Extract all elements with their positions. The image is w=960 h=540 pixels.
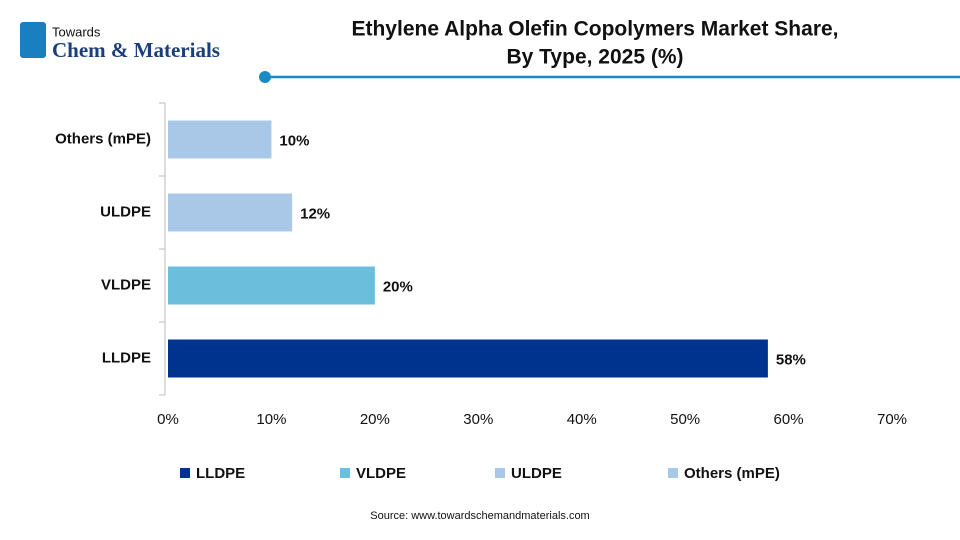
x-tick-label: 50%	[670, 411, 700, 428]
x-tick-label: 20%	[360, 411, 390, 428]
x-tick-label: 70%	[877, 411, 907, 428]
chart-title: Ethylene Alpha Olefin Copolymers Market …	[351, 18, 838, 41]
x-tick-label: 10%	[256, 411, 286, 428]
x-tick-label: 0%	[157, 411, 179, 428]
x-tick-label: 40%	[567, 411, 597, 428]
logo-text: Chem & Materials	[52, 38, 220, 62]
legend-swatch	[340, 468, 350, 478]
legend-swatch	[668, 468, 678, 478]
value-label: 20%	[383, 278, 413, 295]
bar	[168, 266, 375, 305]
value-label: 10%	[279, 132, 309, 149]
logo-icon	[20, 22, 46, 58]
bar	[168, 193, 293, 232]
legend-label: Others (mPE)	[684, 465, 780, 482]
y-tick-label: LLDPE	[102, 349, 151, 366]
legend-swatch	[180, 468, 190, 478]
value-label: 12%	[300, 205, 330, 222]
source: Source: www.towardschemandmaterials.com	[370, 510, 589, 522]
legend-label: ULDPE	[511, 465, 562, 482]
logo: Towards Chem & Materials	[20, 22, 220, 62]
bar	[168, 120, 272, 159]
legend-label: LLDPE	[196, 465, 245, 482]
y-tick-label: Others (mPE)	[55, 130, 151, 147]
chart-title: By Type, 2025 (%)	[506, 46, 683, 69]
y-tick-label: VLDPE	[101, 276, 151, 293]
logo-text: Towards	[52, 24, 101, 39]
legend-label: VLDPE	[356, 465, 406, 482]
x-tick-label: 30%	[463, 411, 493, 428]
y-tick-label: ULDPE	[100, 203, 151, 220]
legend-swatch	[495, 468, 505, 478]
title-rule-dot	[259, 71, 271, 83]
x-tick-label: 60%	[774, 411, 804, 428]
bar	[168, 339, 768, 378]
value-label: 58%	[776, 351, 806, 368]
